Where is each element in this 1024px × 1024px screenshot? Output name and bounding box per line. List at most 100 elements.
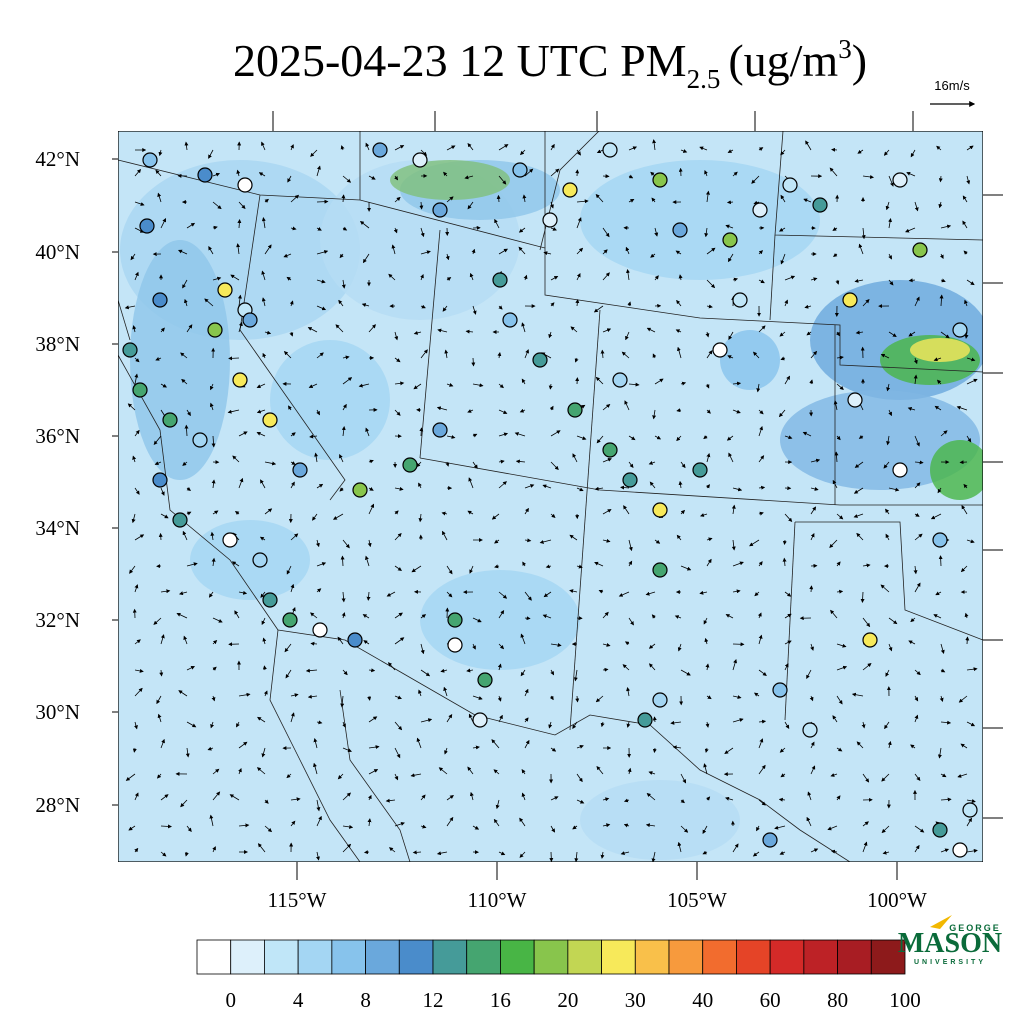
wind-arrow <box>758 669 767 676</box>
wind-arrow <box>700 513 708 517</box>
wind-arrow <box>966 817 972 827</box>
wind-arrow <box>550 747 557 752</box>
wind-arrow <box>288 405 292 411</box>
wind-arrow <box>212 846 216 853</box>
monitor-site <box>672 222 688 238</box>
wind-arrow <box>574 357 579 363</box>
wind-arrow <box>646 327 656 333</box>
wind-arrow <box>732 381 742 386</box>
wind-arrow <box>807 791 812 801</box>
wind-arrow <box>627 301 632 307</box>
wind-arrow <box>339 253 344 259</box>
wind-arrow <box>964 299 968 307</box>
wind-arrow <box>446 565 453 575</box>
wind-arrow <box>497 695 502 702</box>
wind-arrow <box>804 304 812 309</box>
wind-arrow <box>573 669 578 682</box>
wind-arrow <box>316 279 326 284</box>
wind-arrow <box>752 351 760 359</box>
monitor-site <box>512 162 528 178</box>
lon-label: 105°W <box>667 888 727 912</box>
wind-arrow <box>438 767 448 775</box>
wind-arrow <box>780 194 786 203</box>
wind-arrow <box>237 219 242 229</box>
colorbar-box <box>803 939 838 975</box>
wind-arrow <box>159 669 164 677</box>
wind-arrow <box>185 747 190 758</box>
monitor-site <box>217 282 233 298</box>
wind-arrow <box>548 383 553 390</box>
wind-arrow <box>337 636 344 645</box>
wind-arrow <box>134 487 140 495</box>
monitor-site <box>352 482 368 498</box>
wind-arrow <box>498 409 508 414</box>
wind-arrow <box>134 584 139 593</box>
wind-arrow <box>914 513 920 517</box>
wind-arrow <box>758 561 763 567</box>
monitor-site <box>282 612 298 628</box>
wind-arrow <box>236 721 240 728</box>
wind-arrow <box>935 591 942 596</box>
wind-arrow <box>602 797 610 802</box>
wind-arrow <box>809 379 814 385</box>
wind-arrow <box>888 279 894 286</box>
wind-arrow <box>937 487 942 494</box>
wind-arrow <box>628 435 636 441</box>
wind-arrow <box>231 561 240 567</box>
wind-arrow <box>758 325 766 333</box>
wind-arrow <box>576 217 582 229</box>
wind-arrow <box>521 769 526 775</box>
wind-arrow <box>290 583 295 593</box>
wind-arrow <box>862 299 870 307</box>
wind-arrow <box>833 400 838 411</box>
wind-arrow <box>574 851 579 862</box>
wind-arrow <box>550 201 554 209</box>
title-close: ) <box>852 35 867 86</box>
wind-arrow <box>471 357 476 367</box>
wind-arrow <box>550 143 555 151</box>
wind-arrow <box>446 816 454 827</box>
wind-arrow <box>160 824 172 829</box>
wind-arrow <box>594 561 604 567</box>
wind-arrow <box>758 455 765 463</box>
wind-arrow <box>940 848 950 853</box>
wind-arrow <box>938 201 943 209</box>
wind-arrow <box>732 561 744 567</box>
wind-arrow <box>784 513 793 523</box>
wind-arrow <box>443 686 448 697</box>
monitor-site <box>842 292 858 308</box>
wind-arrow <box>680 381 687 386</box>
wind-arrow <box>342 747 352 753</box>
wind-arrow <box>290 693 299 698</box>
wind-arrow <box>964 612 969 619</box>
wind-arrow <box>212 617 223 623</box>
wind-arrow <box>778 409 786 418</box>
wind-arrow <box>908 331 916 337</box>
wind-arrow <box>539 539 552 544</box>
wind-arrow <box>262 665 267 671</box>
wind-arrow <box>966 667 978 672</box>
wind-arrow <box>706 695 712 700</box>
wind-arrow <box>257 716 266 723</box>
wind-arrow <box>498 383 504 389</box>
wind-arrow <box>888 409 892 417</box>
wind-arrow <box>436 406 448 411</box>
wind-arrow <box>498 643 505 650</box>
wind-arrow <box>806 331 812 336</box>
wind-arrow <box>339 453 344 463</box>
wind-arrow <box>313 738 318 749</box>
wind-arrow <box>705 331 710 338</box>
wind-arrow <box>134 201 145 206</box>
wind-arrow <box>182 530 188 541</box>
colorbar-box <box>870 939 906 975</box>
wind-arrow <box>576 199 589 204</box>
wind-arrow <box>930 513 942 520</box>
pm-patch <box>190 520 310 600</box>
wind-arrow <box>600 721 605 728</box>
wind-arrow <box>778 797 786 802</box>
wind-arrow <box>732 409 741 414</box>
wind-arrow <box>498 610 505 619</box>
wind-arrow <box>913 565 918 575</box>
wind-arrow <box>186 222 196 229</box>
wind-arrow <box>495 799 500 810</box>
